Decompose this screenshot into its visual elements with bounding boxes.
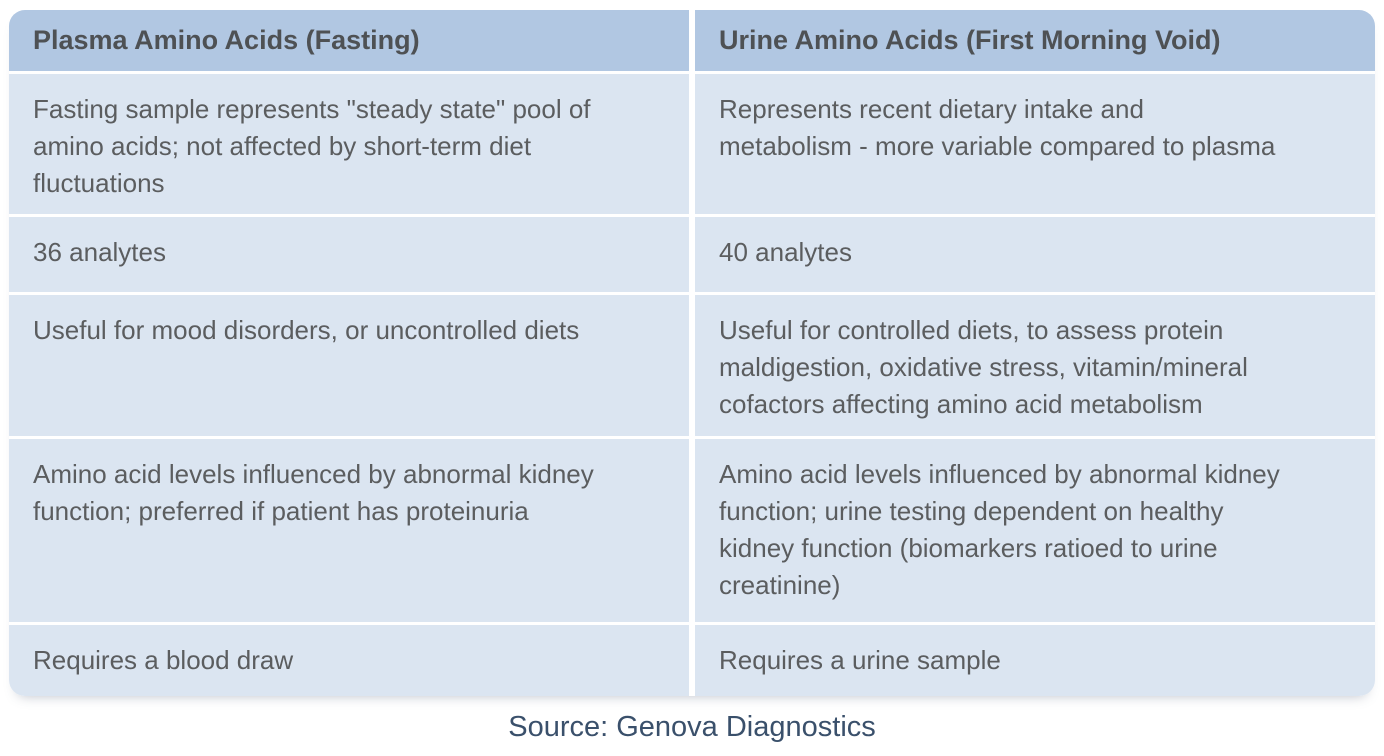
cell-plasma-sample-type: Fasting sample represents "steady state"… (9, 74, 689, 214)
cell-urine-sample-type: Represents recent dietary intake and met… (695, 74, 1375, 214)
cell-urine-usefulness: Useful for controlled diets, to assess p… (695, 295, 1375, 436)
cell-urine-analytes: 40 analytes (695, 217, 1375, 292)
cell-urine-kidney-function: Amino acid levels influenced by abnormal… (695, 439, 1375, 622)
cell-plasma-usefulness: Useful for mood disorders, or uncontroll… (9, 295, 689, 436)
comparison-table-grid: Plasma Amino Acids (Fasting) Urine Amino… (9, 10, 1375, 696)
cell-urine-sample-requirement: Requires a urine sample (695, 625, 1375, 696)
cell-plasma-analytes: 36 analytes (9, 217, 689, 292)
cell-plasma-kidney-function: Amino acid levels influenced by abnormal… (9, 439, 689, 622)
cell-plasma-sample-requirement: Requires a blood draw (9, 625, 689, 696)
header-cell-plasma: Plasma Amino Acids (Fasting) (9, 10, 689, 71)
header-cell-urine: Urine Amino Acids (First Morning Void) (695, 10, 1375, 71)
source-caption: Source: Genova Diagnostics (508, 711, 876, 743)
comparison-table: Plasma Amino Acids (Fasting) Urine Amino… (9, 10, 1375, 696)
